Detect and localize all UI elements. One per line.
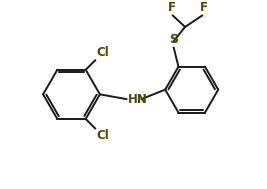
Text: S: S	[169, 33, 178, 46]
Text: Cl: Cl	[96, 46, 109, 59]
Text: F: F	[168, 1, 176, 14]
Text: HN: HN	[128, 93, 148, 106]
Text: F: F	[200, 1, 208, 14]
Text: Cl: Cl	[96, 129, 109, 142]
